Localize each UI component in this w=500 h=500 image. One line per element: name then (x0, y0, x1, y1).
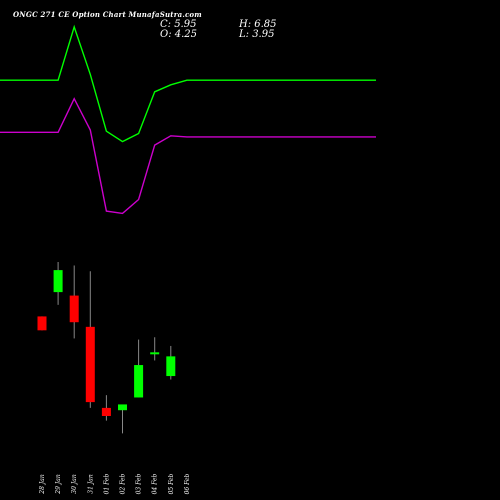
x-tick-label: 30 Jan (71, 474, 78, 494)
candle-body (101, 407, 111, 416)
lower-band-line (0, 97, 376, 215)
x-tick-label: 04 Feb (152, 473, 159, 494)
upper-band-line (0, 24, 376, 143)
x-tick-label: 01 Feb (103, 473, 110, 494)
high-value: H: 6.85 (239, 19, 277, 30)
candle-body (53, 270, 63, 293)
candle-body (85, 326, 95, 403)
x-tick-label: 02 Feb (120, 473, 127, 494)
x-tick-label: 29 Jan (55, 474, 62, 495)
candle-body (150, 352, 160, 355)
x-tick-label: 06 Feb (184, 473, 191, 494)
low-value: L: 3.95 (239, 29, 275, 40)
x-tick-label: 31 Jan (87, 474, 94, 494)
open-value: O: 4.25 (160, 29, 198, 40)
candle-body (118, 404, 127, 411)
x-tick-label: 28 Jan (39, 474, 46, 495)
x-tick-label: 05 Feb (168, 473, 175, 494)
close-value: C: 5.95 (160, 19, 197, 30)
candle-body (166, 356, 176, 377)
candle-body (69, 295, 79, 323)
chart-title: ONGC 271 CE Option Chart MunafaSutra.com (13, 10, 202, 19)
candle-body (37, 316, 47, 331)
candle-body (134, 365, 144, 398)
x-tick-label: 03 Feb (136, 473, 143, 494)
